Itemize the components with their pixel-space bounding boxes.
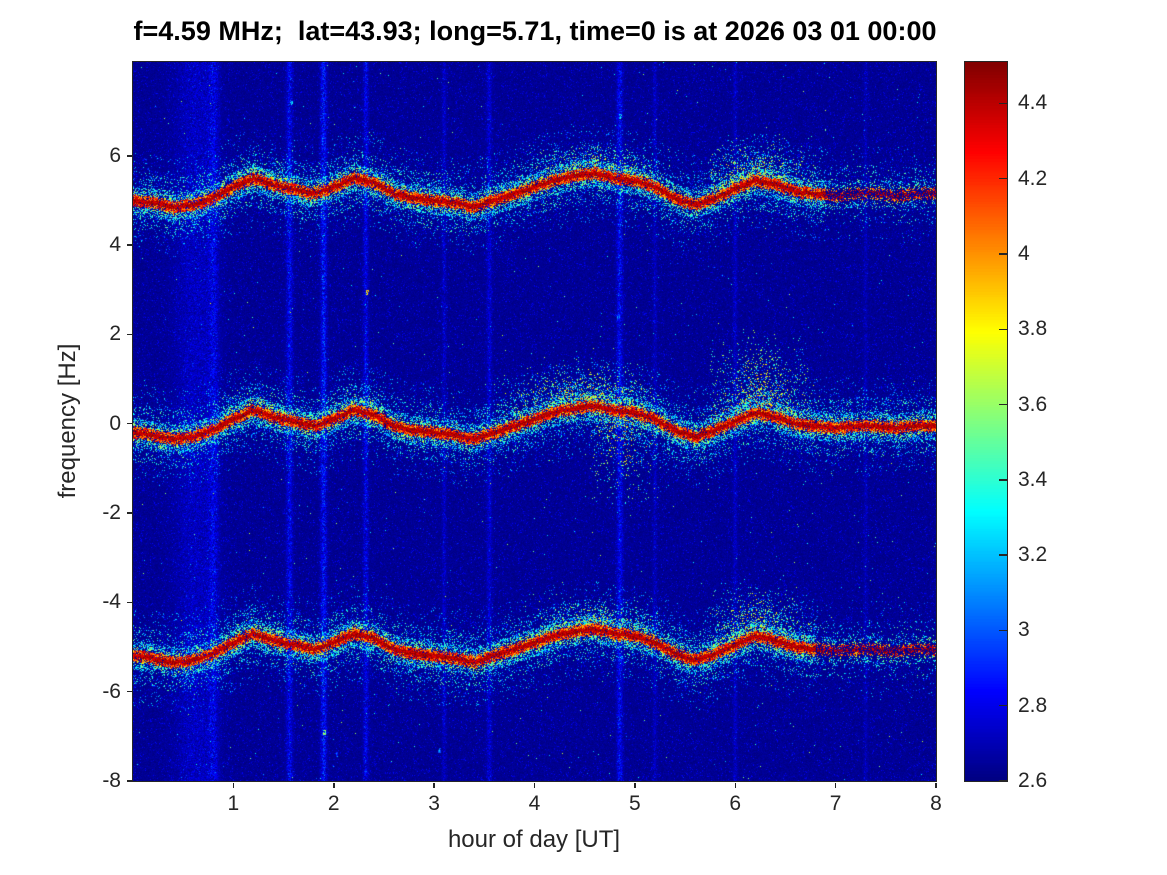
- colorbar-tick-label: 4.4: [1018, 91, 1048, 115]
- colorbar-tick-label: 3.2: [1018, 543, 1048, 567]
- x-tick-label: 7: [829, 792, 842, 815]
- colorbar-tick-label: 3.6: [1018, 392, 1048, 416]
- x-tick-mark: [935, 783, 937, 788]
- x-tick-mark: [333, 783, 335, 788]
- x-tick-label: 6: [729, 792, 742, 815]
- y-tick-label: -2: [102, 501, 121, 525]
- y-tick-label: 0: [109, 411, 121, 435]
- x-tick-label: 3: [428, 792, 440, 815]
- colorbar-canvas: [965, 62, 1007, 781]
- x-tick-mark: [634, 783, 636, 788]
- plot-area: [132, 61, 937, 782]
- plot-title: f=4.59 MHz; lat=43.93; long=5.71, time=0…: [133, 16, 937, 46]
- colorbar-tick-label: 3: [1018, 618, 1030, 642]
- colorbar-tick-label: 3.4: [1018, 467, 1048, 491]
- colorbar-tick-label: 2.6: [1018, 769, 1048, 792]
- y-tick-label: 6: [109, 143, 121, 167]
- x-tick-label: 8: [930, 792, 942, 815]
- y-axis-label: frequency [Hz]: [54, 343, 81, 499]
- y-tick-label: -8: [102, 769, 121, 792]
- y-tick-label: -4: [102, 590, 121, 614]
- x-tick-label: 5: [629, 792, 641, 815]
- colorbar-tick-label: 2.8: [1018, 693, 1048, 717]
- x-tick-label: 2: [327, 792, 340, 815]
- colorbar-tick-label: 4: [1018, 241, 1030, 265]
- y-tick-label: 2: [109, 322, 121, 346]
- x-tick-label: 4: [528, 792, 541, 815]
- colorbar: [964, 61, 1008, 782]
- x-axis-label: hour of day [UT]: [447, 826, 621, 853]
- y-tick-label: -6: [102, 679, 121, 703]
- x-tick-label: 1: [227, 792, 240, 815]
- colorbar-tick-label: 3.8: [1018, 317, 1048, 341]
- spectrogram-canvas: [133, 62, 936, 781]
- colorbar-tick-label: 4.2: [1018, 166, 1048, 190]
- x-tick-mark: [834, 783, 837, 788]
- x-tick-mark: [533, 783, 536, 788]
- x-tick-mark: [734, 783, 736, 788]
- x-tick-mark: [433, 783, 435, 788]
- y-tick-label: 4: [109, 233, 121, 257]
- x-tick-mark: [232, 783, 235, 788]
